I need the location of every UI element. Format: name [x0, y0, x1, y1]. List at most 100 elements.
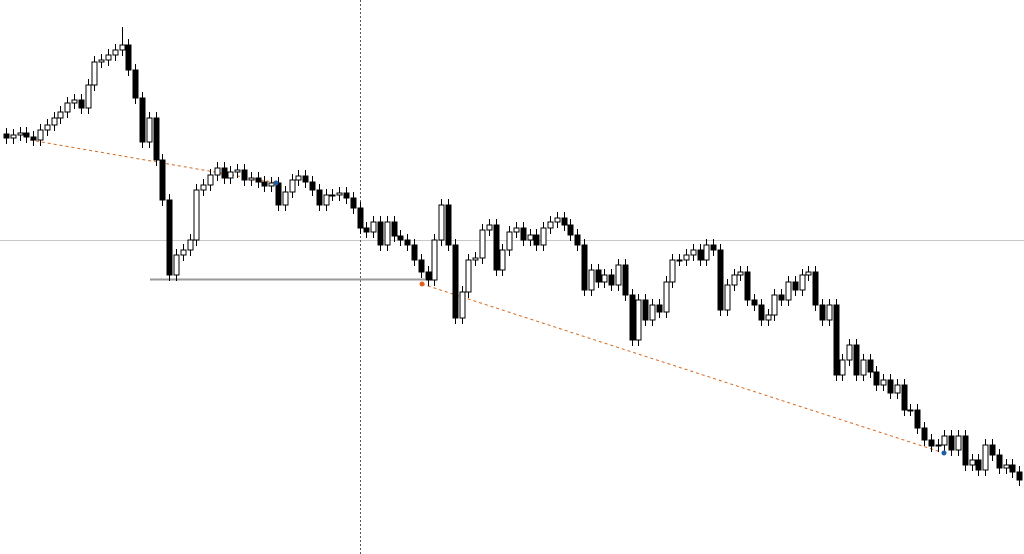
candle-body	[105, 54, 112, 61]
candle-body	[703, 244, 710, 261]
candle-body	[37, 129, 44, 141]
candle-body	[567, 224, 574, 236]
candle-body	[112, 49, 119, 56]
candle-body	[309, 181, 316, 191]
candle-body	[10, 134, 17, 139]
candle-body	[894, 384, 901, 394]
candle-body	[765, 314, 772, 321]
candle-body	[445, 204, 452, 246]
candle-body	[139, 97, 146, 143]
candle-body	[261, 181, 268, 187]
candle-body	[159, 159, 166, 201]
candle-body	[248, 177, 255, 181]
candle-body	[948, 435, 955, 451]
candle-body	[935, 444, 942, 447]
candle-body	[57, 111, 64, 119]
candle-body	[425, 271, 432, 281]
candle-body	[996, 454, 1003, 469]
candle-body	[826, 304, 833, 321]
candle-body	[683, 254, 690, 261]
candle-body	[153, 117, 160, 161]
candle-body	[717, 249, 724, 311]
candle-body	[465, 259, 472, 293]
candle-body	[316, 189, 323, 206]
candle-body	[132, 69, 139, 99]
candle-body	[867, 359, 874, 373]
candles	[3, 27, 1023, 486]
candle-body	[588, 269, 595, 291]
candle-body	[737, 271, 744, 276]
candle-body	[846, 344, 853, 361]
candle-body	[955, 435, 962, 451]
candle-body	[241, 169, 248, 181]
candle-body	[873, 371, 880, 386]
candle-body	[431, 239, 438, 281]
candle-body	[289, 179, 296, 193]
candle-body	[329, 194, 336, 197]
candle-body	[697, 249, 704, 261]
candle-body	[669, 259, 676, 283]
candle-body	[1003, 464, 1010, 469]
candle-body	[323, 194, 330, 206]
candle-body	[833, 304, 840, 376]
candle-body	[404, 239, 411, 246]
candle-body	[221, 167, 228, 179]
candle-body	[357, 207, 364, 229]
candle-body	[975, 459, 982, 471]
candle-body	[23, 132, 30, 138]
candle-body	[363, 227, 370, 233]
candle-body	[506, 231, 513, 251]
candle-body	[962, 435, 969, 466]
candle-body	[941, 435, 948, 446]
candle-body	[64, 102, 71, 113]
candle-body	[98, 59, 105, 63]
candle-body	[207, 174, 214, 186]
candle-body	[799, 274, 806, 291]
candle-body	[513, 227, 520, 233]
candle-body	[227, 171, 234, 179]
candle-body	[819, 304, 826, 321]
candle-body	[200, 184, 207, 191]
candle-body	[778, 294, 785, 301]
candle-body	[595, 269, 602, 283]
candle-body	[295, 175, 302, 181]
candle-body	[275, 182, 282, 206]
candle-body	[234, 169, 241, 173]
candle-body	[166, 199, 173, 276]
candle-body	[268, 182, 275, 187]
candle-body	[384, 221, 391, 246]
candle-body	[125, 44, 132, 71]
candle-body	[771, 294, 778, 316]
candle-body	[608, 274, 615, 286]
candle-body	[921, 427, 928, 441]
candle-body	[343, 192, 350, 199]
candle-body	[3, 133, 10, 139]
candle-body	[663, 281, 670, 313]
candle-body	[146, 117, 153, 143]
candle-body	[751, 299, 758, 306]
candle-body	[44, 124, 51, 131]
candle-body	[907, 409, 914, 412]
candle-body	[642, 299, 649, 321]
candle-body	[812, 271, 819, 306]
candle-body	[499, 249, 506, 271]
candle-body	[30, 136, 37, 141]
candle-body	[928, 439, 935, 447]
candle-body	[635, 299, 642, 341]
candle-body	[880, 379, 887, 386]
candle-body	[785, 281, 792, 301]
candle-body	[255, 177, 262, 183]
anchor-point	[273, 180, 279, 186]
candle-body	[839, 359, 846, 376]
candle-body	[690, 249, 697, 256]
candle-body	[193, 189, 200, 241]
candle-body	[710, 244, 717, 251]
anchor-point	[941, 450, 947, 456]
candle-body	[493, 224, 500, 271]
candle-body	[119, 44, 126, 51]
candle-body	[91, 61, 98, 86]
candle-body	[418, 259, 425, 273]
candle-body	[792, 281, 799, 291]
